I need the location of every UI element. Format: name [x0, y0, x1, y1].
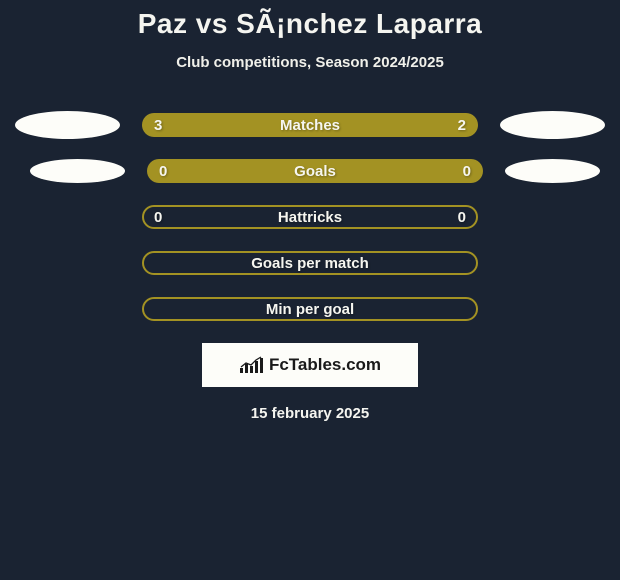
- date-label: 15 february 2025: [0, 405, 620, 422]
- right-value: 2: [458, 117, 466, 134]
- stat-label: Matches: [280, 117, 340, 134]
- stat-label: Goals per match: [251, 255, 369, 272]
- stat-row-goals-per-match: Goals per match: [0, 251, 620, 275]
- stat-label: Goals: [294, 163, 336, 180]
- stat-rows: 3 Matches 2 0 Goals 0 0 Hattricks: [0, 113, 620, 321]
- right-value: 0: [463, 163, 471, 180]
- left-value: 3: [154, 117, 162, 134]
- logo-box: FcTables.com: [202, 343, 418, 387]
- left-value: 0: [159, 163, 167, 180]
- right-ellipse-icon: [505, 159, 600, 183]
- page-title: Paz vs SÃ¡nchez Laparra: [0, 8, 620, 40]
- stat-row-min-per-goal: Min per goal: [0, 297, 620, 321]
- stat-row-matches: 3 Matches 2: [0, 113, 620, 137]
- chart-icon: [239, 356, 265, 374]
- stat-label: Hattricks: [278, 209, 342, 226]
- stat-bar: Min per goal: [142, 297, 478, 321]
- logo: FcTables.com: [239, 355, 381, 375]
- right-ellipse-icon: [500, 111, 605, 139]
- stat-bar: 0 Hattricks 0: [142, 205, 478, 229]
- stat-label: Min per goal: [266, 301, 354, 318]
- comparison-infographic: Paz vs SÃ¡nchez Laparra Club competition…: [0, 0, 620, 422]
- subtitle: Club competitions, Season 2024/2025: [0, 54, 620, 71]
- stat-row-goals: 0 Goals 0: [0, 159, 620, 183]
- right-value: 0: [458, 209, 466, 226]
- left-value: 0: [154, 209, 162, 226]
- stat-row-hattricks: 0 Hattricks 0: [0, 205, 620, 229]
- left-ellipse-icon: [30, 159, 125, 183]
- left-ellipse-icon: [15, 111, 120, 139]
- stat-bar: 3 Matches 2: [142, 113, 478, 137]
- logo-text: FcTables.com: [269, 355, 381, 375]
- stat-bar: 0 Goals 0: [147, 159, 483, 183]
- stat-bar: Goals per match: [142, 251, 478, 275]
